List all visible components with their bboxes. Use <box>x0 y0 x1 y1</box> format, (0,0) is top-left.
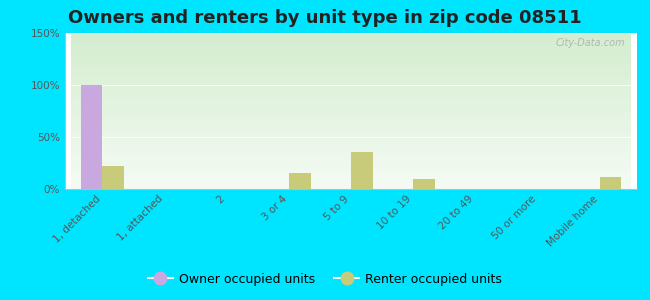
Bar <box>102 166 124 189</box>
Bar <box>81 85 102 189</box>
Text: City-Data.com: City-Data.com <box>556 38 625 48</box>
Bar <box>289 173 311 189</box>
Legend: Owner occupied units, Renter occupied units: Owner occupied units, Renter occupied un… <box>143 268 507 291</box>
Bar <box>351 152 372 189</box>
Text: Owners and renters by unit type in zip code 08511: Owners and renters by unit type in zip c… <box>68 9 582 27</box>
Bar <box>600 176 621 189</box>
Bar <box>413 178 435 189</box>
